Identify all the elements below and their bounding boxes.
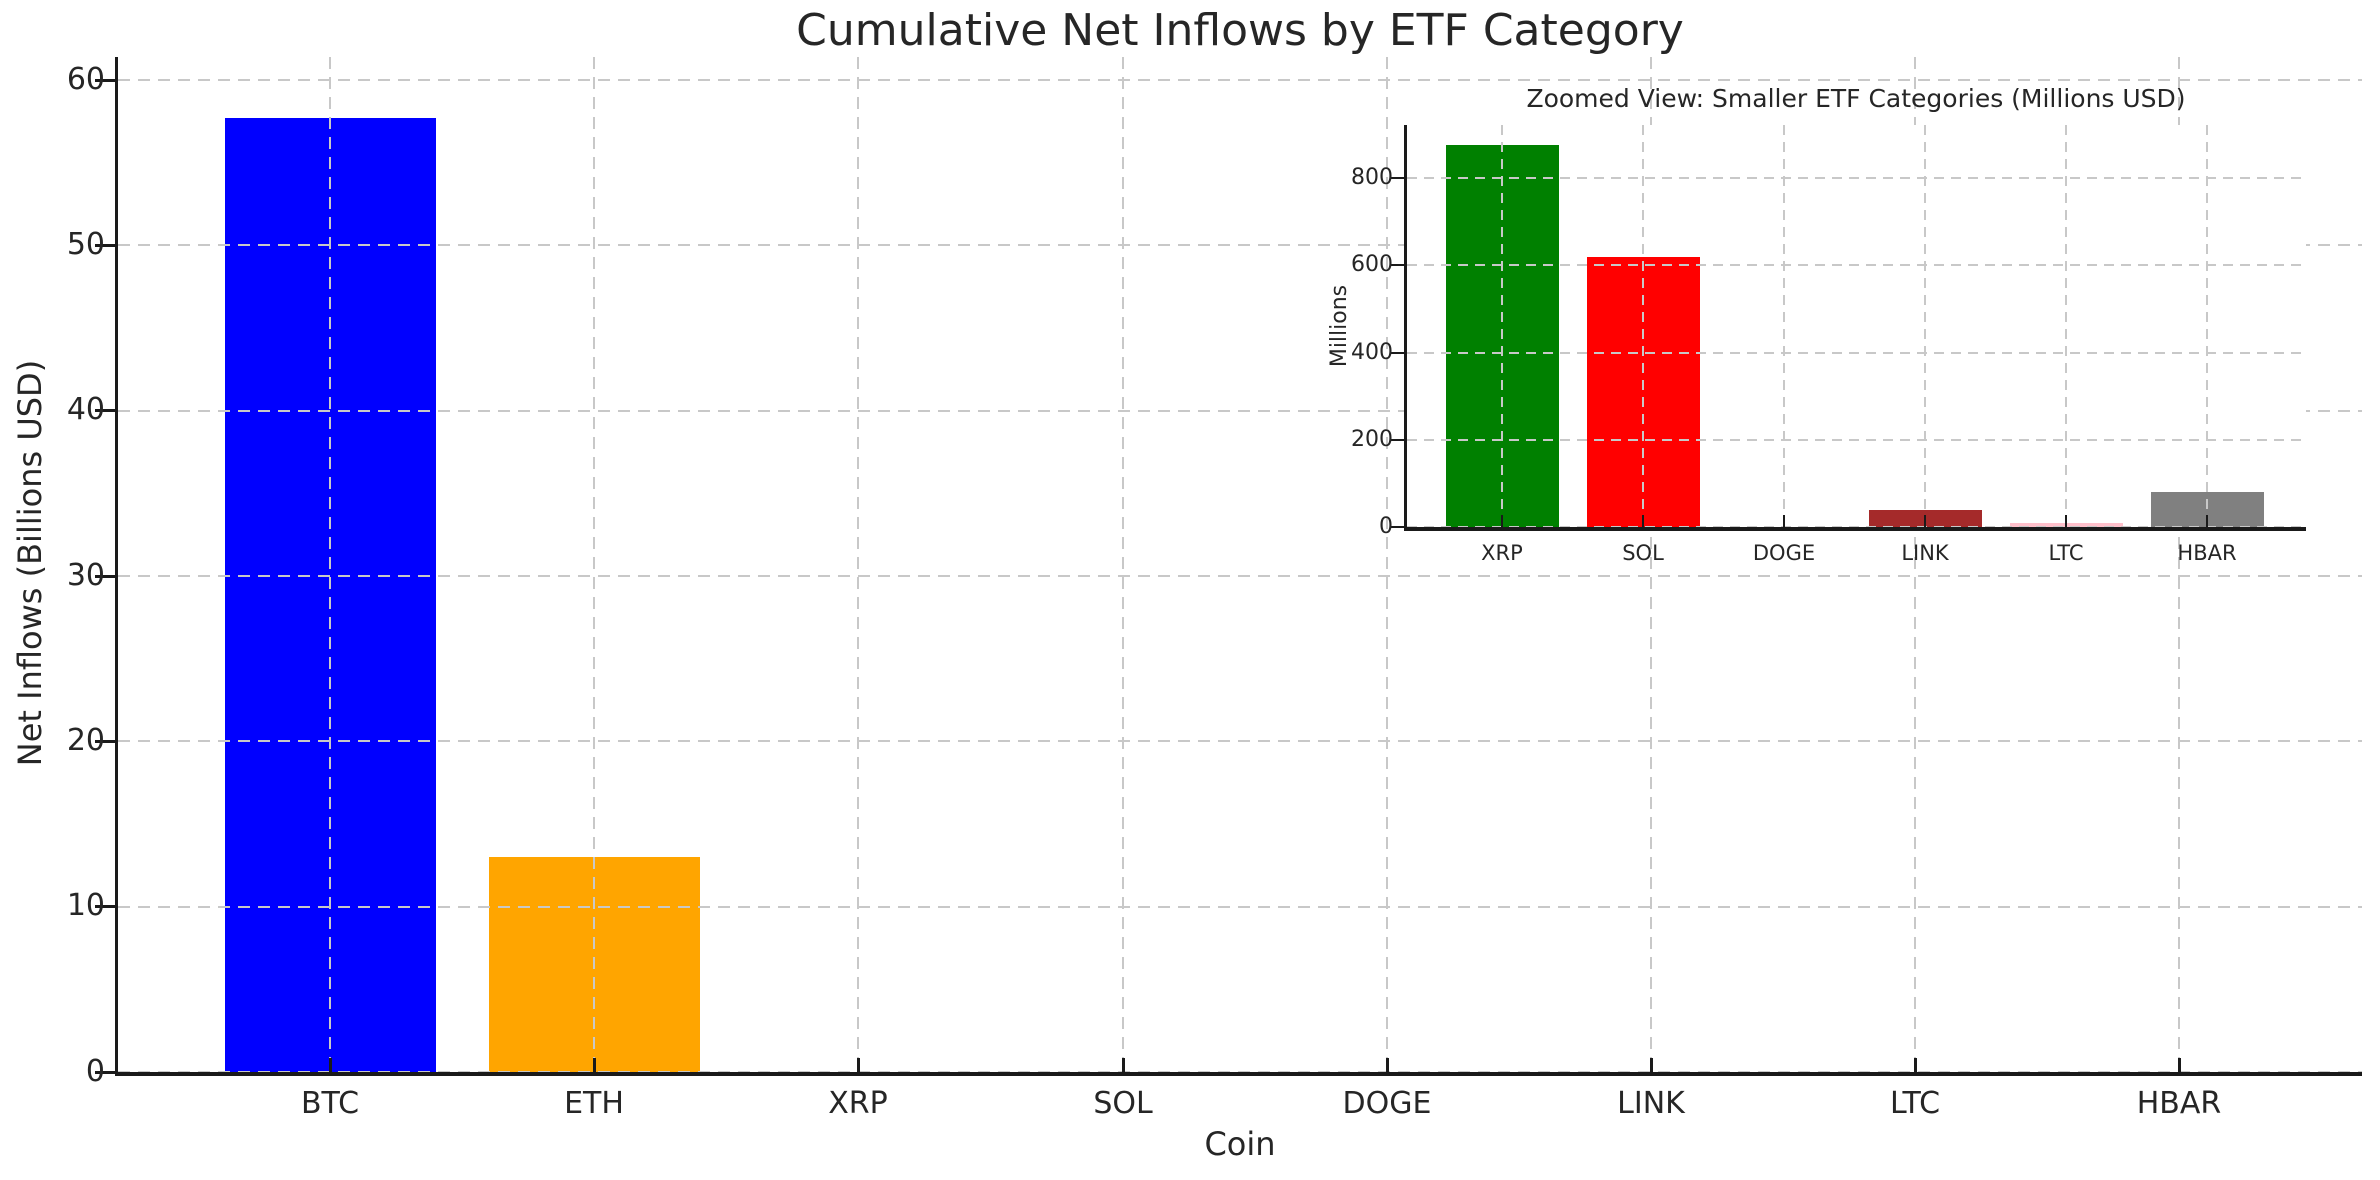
x-category-label: XRP	[1481, 541, 1523, 565]
gridline-vertical	[1914, 57, 1916, 1072]
gridline-horizontal	[1407, 351, 2306, 354]
y-tick-mark	[1390, 177, 1404, 179]
x-tick-mark	[1501, 515, 1503, 527]
y-axis-spine	[115, 57, 118, 1076]
x-category-label: LTC	[2048, 541, 2084, 565]
gridline-vertical	[1650, 57, 1652, 1072]
gridline-vertical	[2065, 125, 2067, 527]
x-tick-mark	[592, 1058, 596, 1072]
gridline-vertical	[593, 57, 595, 1072]
x-tick-mark	[1649, 1058, 1653, 1072]
x-category-label: LTC	[1889, 1086, 1941, 1121]
y-tick-label: 50	[66, 226, 105, 262]
gridline-vertical	[1783, 125, 1785, 527]
x-category-label: HBAR	[2177, 541, 2237, 565]
y-tick-mark	[95, 739, 115, 743]
gridline-vertical	[1122, 57, 1124, 1072]
gridline-vertical	[1924, 125, 1926, 527]
gridline-vertical	[1386, 57, 1388, 1072]
gridline-vertical	[857, 57, 859, 1072]
y-tick-label: 600	[1351, 252, 1393, 278]
x-category-label: ETH	[564, 1086, 624, 1121]
x-category-label: LINK	[1901, 541, 1949, 565]
gridline-horizontal	[118, 905, 2362, 908]
gridline-vertical	[1642, 125, 1644, 527]
x-tick-mark	[328, 1058, 332, 1072]
y-tick-label: 10	[66, 888, 105, 924]
x-tick-mark	[1924, 515, 1926, 527]
y-tick-label: 40	[66, 392, 105, 428]
gridline-vertical	[329, 57, 331, 1072]
y-tick-mark	[95, 905, 115, 909]
x-tick-mark	[856, 1058, 860, 1072]
y-tick-mark	[95, 78, 115, 82]
y-tick-label: 0	[85, 1053, 105, 1089]
x-category-label: XRP	[828, 1086, 888, 1121]
y-tick-label: 0	[1379, 514, 1393, 540]
x-category-label: LINK	[1617, 1086, 1685, 1121]
y-tick-mark	[95, 243, 115, 247]
inset-y-axis-label: Millions	[1327, 284, 1352, 368]
x-axis-spine	[115, 1072, 2362, 1076]
gridline-horizontal	[118, 79, 2362, 81]
x-tick-mark	[2177, 1058, 2181, 1072]
chart-title: Cumulative Net Inflows by ETF Category	[796, 5, 1684, 56]
y-tick-label: 60	[66, 61, 105, 97]
gridline-horizontal	[1407, 177, 2306, 179]
y-tick-mark	[95, 574, 115, 578]
x-tick-mark	[2206, 515, 2208, 527]
x-tick-mark	[2065, 515, 2067, 527]
y-tick-label: 800	[1351, 165, 1393, 191]
gridline-horizontal	[118, 244, 2362, 247]
x-category-label: DOGE	[1752, 541, 1816, 565]
y-tick-label: 200	[1351, 426, 1393, 452]
y-tick-mark	[1390, 351, 1404, 354]
x-tick-mark	[1783, 515, 1785, 527]
gridline-vertical	[2206, 125, 2208, 527]
y-tick-label: 400	[1351, 339, 1393, 365]
gridline-vertical	[1501, 125, 1503, 527]
gridline-horizontal	[1407, 438, 2306, 441]
gridline-horizontal	[118, 575, 2362, 577]
gridline-horizontal	[118, 740, 2362, 743]
y-tick-label: 20	[66, 722, 105, 758]
y-tick-mark	[95, 409, 115, 413]
y-tick-mark	[1390, 526, 1404, 528]
inset-chart-title: Zoomed View: Smaller ETF Categories (Mil…	[1526, 84, 2186, 113]
x-category-label: DOGE	[1342, 1086, 1432, 1121]
x-tick-mark	[1913, 1058, 1917, 1072]
x-category-label: SOL	[1622, 541, 1664, 565]
x-category-label: HBAR	[2136, 1086, 2222, 1121]
y-tick-label: 30	[66, 557, 105, 593]
main-x-axis-label: Coin	[1204, 1125, 1276, 1163]
x-axis-spine	[1404, 527, 2306, 531]
x-tick-mark	[1385, 1058, 1389, 1072]
gridline-horizontal	[1407, 264, 2306, 267]
x-category-label: SOL	[1093, 1086, 1153, 1121]
y-tick-mark	[1390, 264, 1404, 267]
x-category-label: BTC	[300, 1086, 360, 1121]
gridline-horizontal	[118, 409, 2362, 412]
y-tick-mark	[95, 1070, 115, 1074]
x-tick-mark	[1642, 515, 1644, 527]
x-tick-mark	[1121, 1058, 1125, 1072]
gridline-vertical	[2178, 57, 2180, 1072]
y-axis-spine	[1404, 125, 1407, 531]
y-tick-mark	[1390, 438, 1404, 441]
